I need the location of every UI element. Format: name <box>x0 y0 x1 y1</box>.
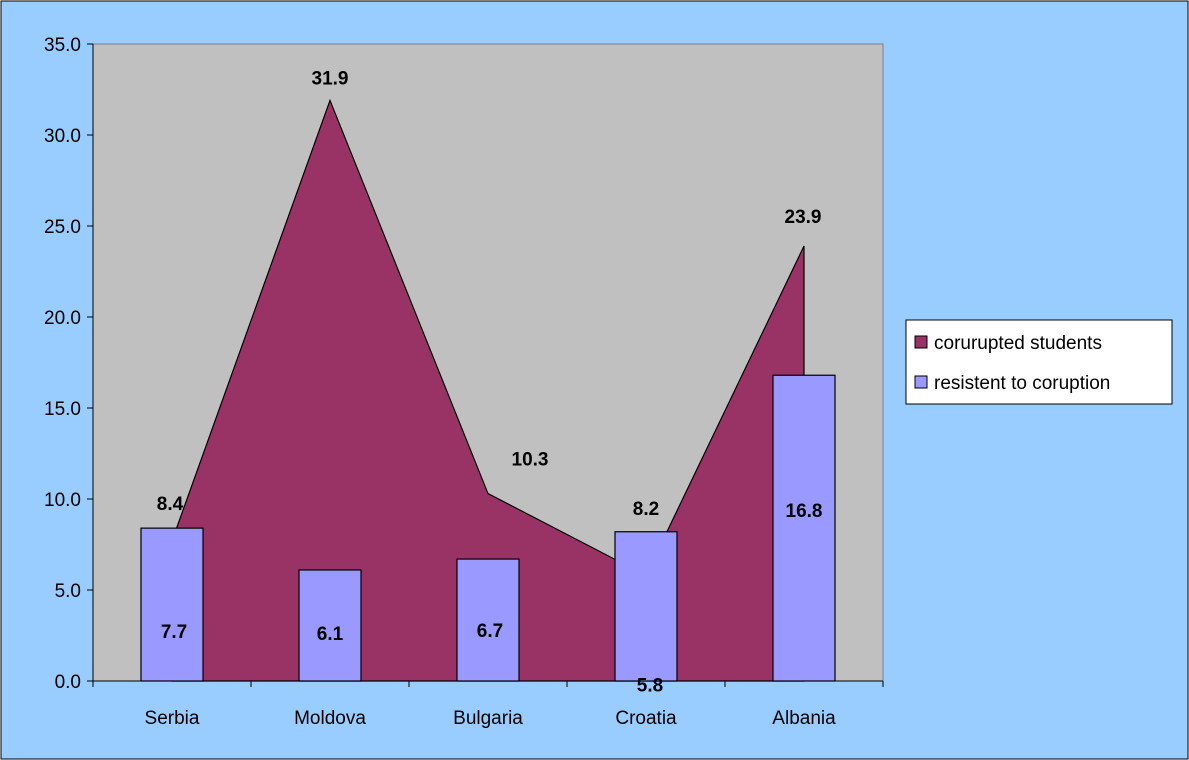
bar-data-label: 6.1 <box>317 624 344 645</box>
legend-label: corurupted students <box>934 333 1102 354</box>
y-tick-label: 5.0 <box>55 581 81 602</box>
bar-bulgaria <box>456 558 520 682</box>
x-category-label: Croatia <box>615 708 677 729</box>
bar-croatia <box>614 531 678 682</box>
bar-series-layer <box>140 374 836 682</box>
bar-data-label: 8.4 <box>157 494 184 515</box>
area-data-label: 7.7 <box>161 622 187 643</box>
y-tick-label: 30.0 <box>44 126 81 147</box>
y-tick-label: 10.0 <box>44 490 81 511</box>
legend-swatch <box>914 375 928 389</box>
legend-box <box>905 319 1173 405</box>
y-tick-label: 25.0 <box>44 217 81 238</box>
x-category-label: Serbia <box>145 708 200 729</box>
y-tick-label: 35.0 <box>44 35 81 56</box>
area-data-label: 10.3 <box>512 450 549 471</box>
x-category-label: Albania <box>772 708 836 729</box>
x-category-label: Bulgaria <box>453 708 523 729</box>
bar-moldova <box>298 569 362 682</box>
bar-serbia <box>140 527 204 682</box>
axis-layer: 0.0 5.0 10.0 15.0 20.0 25.0 30.0 35.0 Serbia Mold… <box>44 35 884 729</box>
bar-data-label: 8.2 <box>633 499 659 520</box>
area-data-label: 5.8 <box>637 675 663 696</box>
area-data-label: 31.9 <box>312 68 349 89</box>
legend-swatch <box>914 335 928 349</box>
data-label-layer: 7.7 31.9 10.3 5.8 23.9 8.4 6.1 6.7 8.2 16.8 <box>157 68 823 696</box>
area-data-label: 23.9 <box>785 207 822 228</box>
y-tick-label: 15.0 <box>44 399 81 420</box>
x-category-label: Moldova <box>294 708 366 729</box>
bar-data-label: 16.8 <box>786 501 823 522</box>
bar-albania <box>772 374 836 682</box>
legend: corurupted students resistent to coruptio… <box>905 319 1173 405</box>
bar-data-label: 6.7 <box>477 621 503 642</box>
y-tick-label: 20.0 <box>44 308 81 329</box>
legend-label: resistent to coruption <box>934 373 1110 394</box>
y-tick-label: 0.0 <box>55 672 81 693</box>
